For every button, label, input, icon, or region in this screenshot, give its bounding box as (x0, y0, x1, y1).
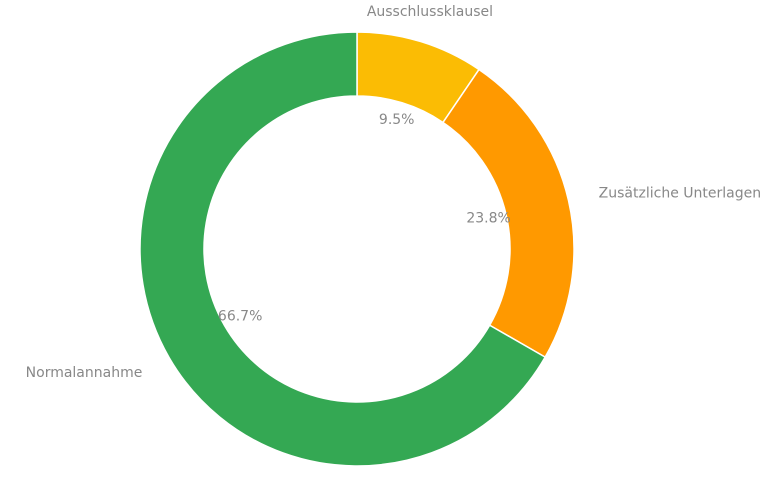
slice-label-3: Normalannahme (26, 365, 143, 381)
donut-slices (139, 31, 575, 467)
slice-percent-1: 9.5% (379, 112, 415, 128)
slice-label-1: Ausschlussklausel (367, 4, 493, 20)
slice-percent-2: 23.8% (466, 211, 510, 227)
slice-label-2: Zusätzliche Unterlagen (599, 185, 761, 201)
donut-labels: Ausschlussklausel 9.5% Zusätzliche Unterla… (26, 4, 761, 381)
slice-3 (139, 31, 547, 467)
slice-percent-3: 66.7% (218, 309, 262, 325)
